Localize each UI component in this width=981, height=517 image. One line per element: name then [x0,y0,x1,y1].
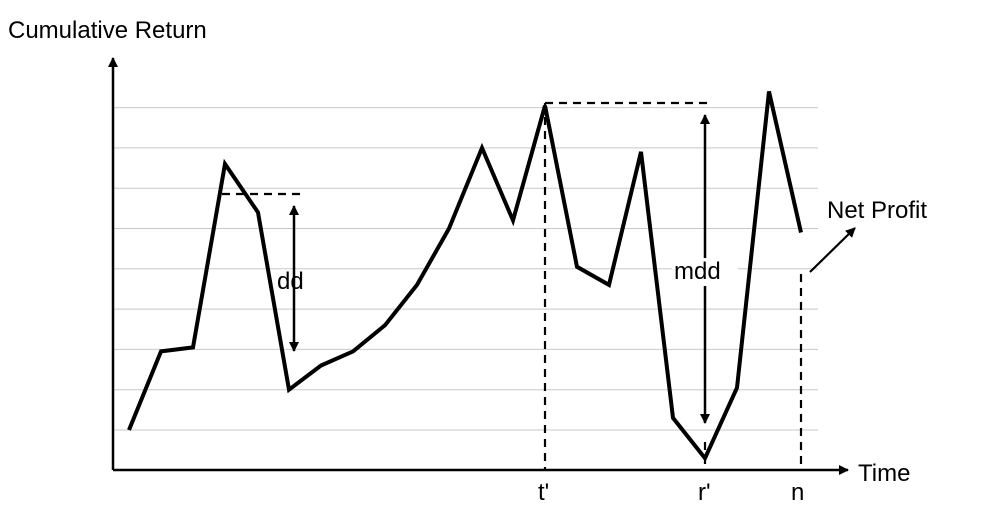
net-profit-arrow [809,227,856,273]
n-label: n [791,479,804,506]
y-axis-label: Cumulative Return [8,17,207,44]
t-prime-label: t' [538,479,549,506]
series-group [127,91,803,463]
dd-label: dd [277,268,304,295]
gridlines [113,107,818,431]
guide-lines [222,101,803,470]
cumulative-return-line [127,91,803,463]
mdd-label-backdrop [672,258,738,286]
r-prime-label: r' [698,479,711,506]
net-profit-label: Net Profit [827,197,927,224]
x-axis-label: Time [858,460,910,487]
mdd-label: mdd [674,258,721,285]
